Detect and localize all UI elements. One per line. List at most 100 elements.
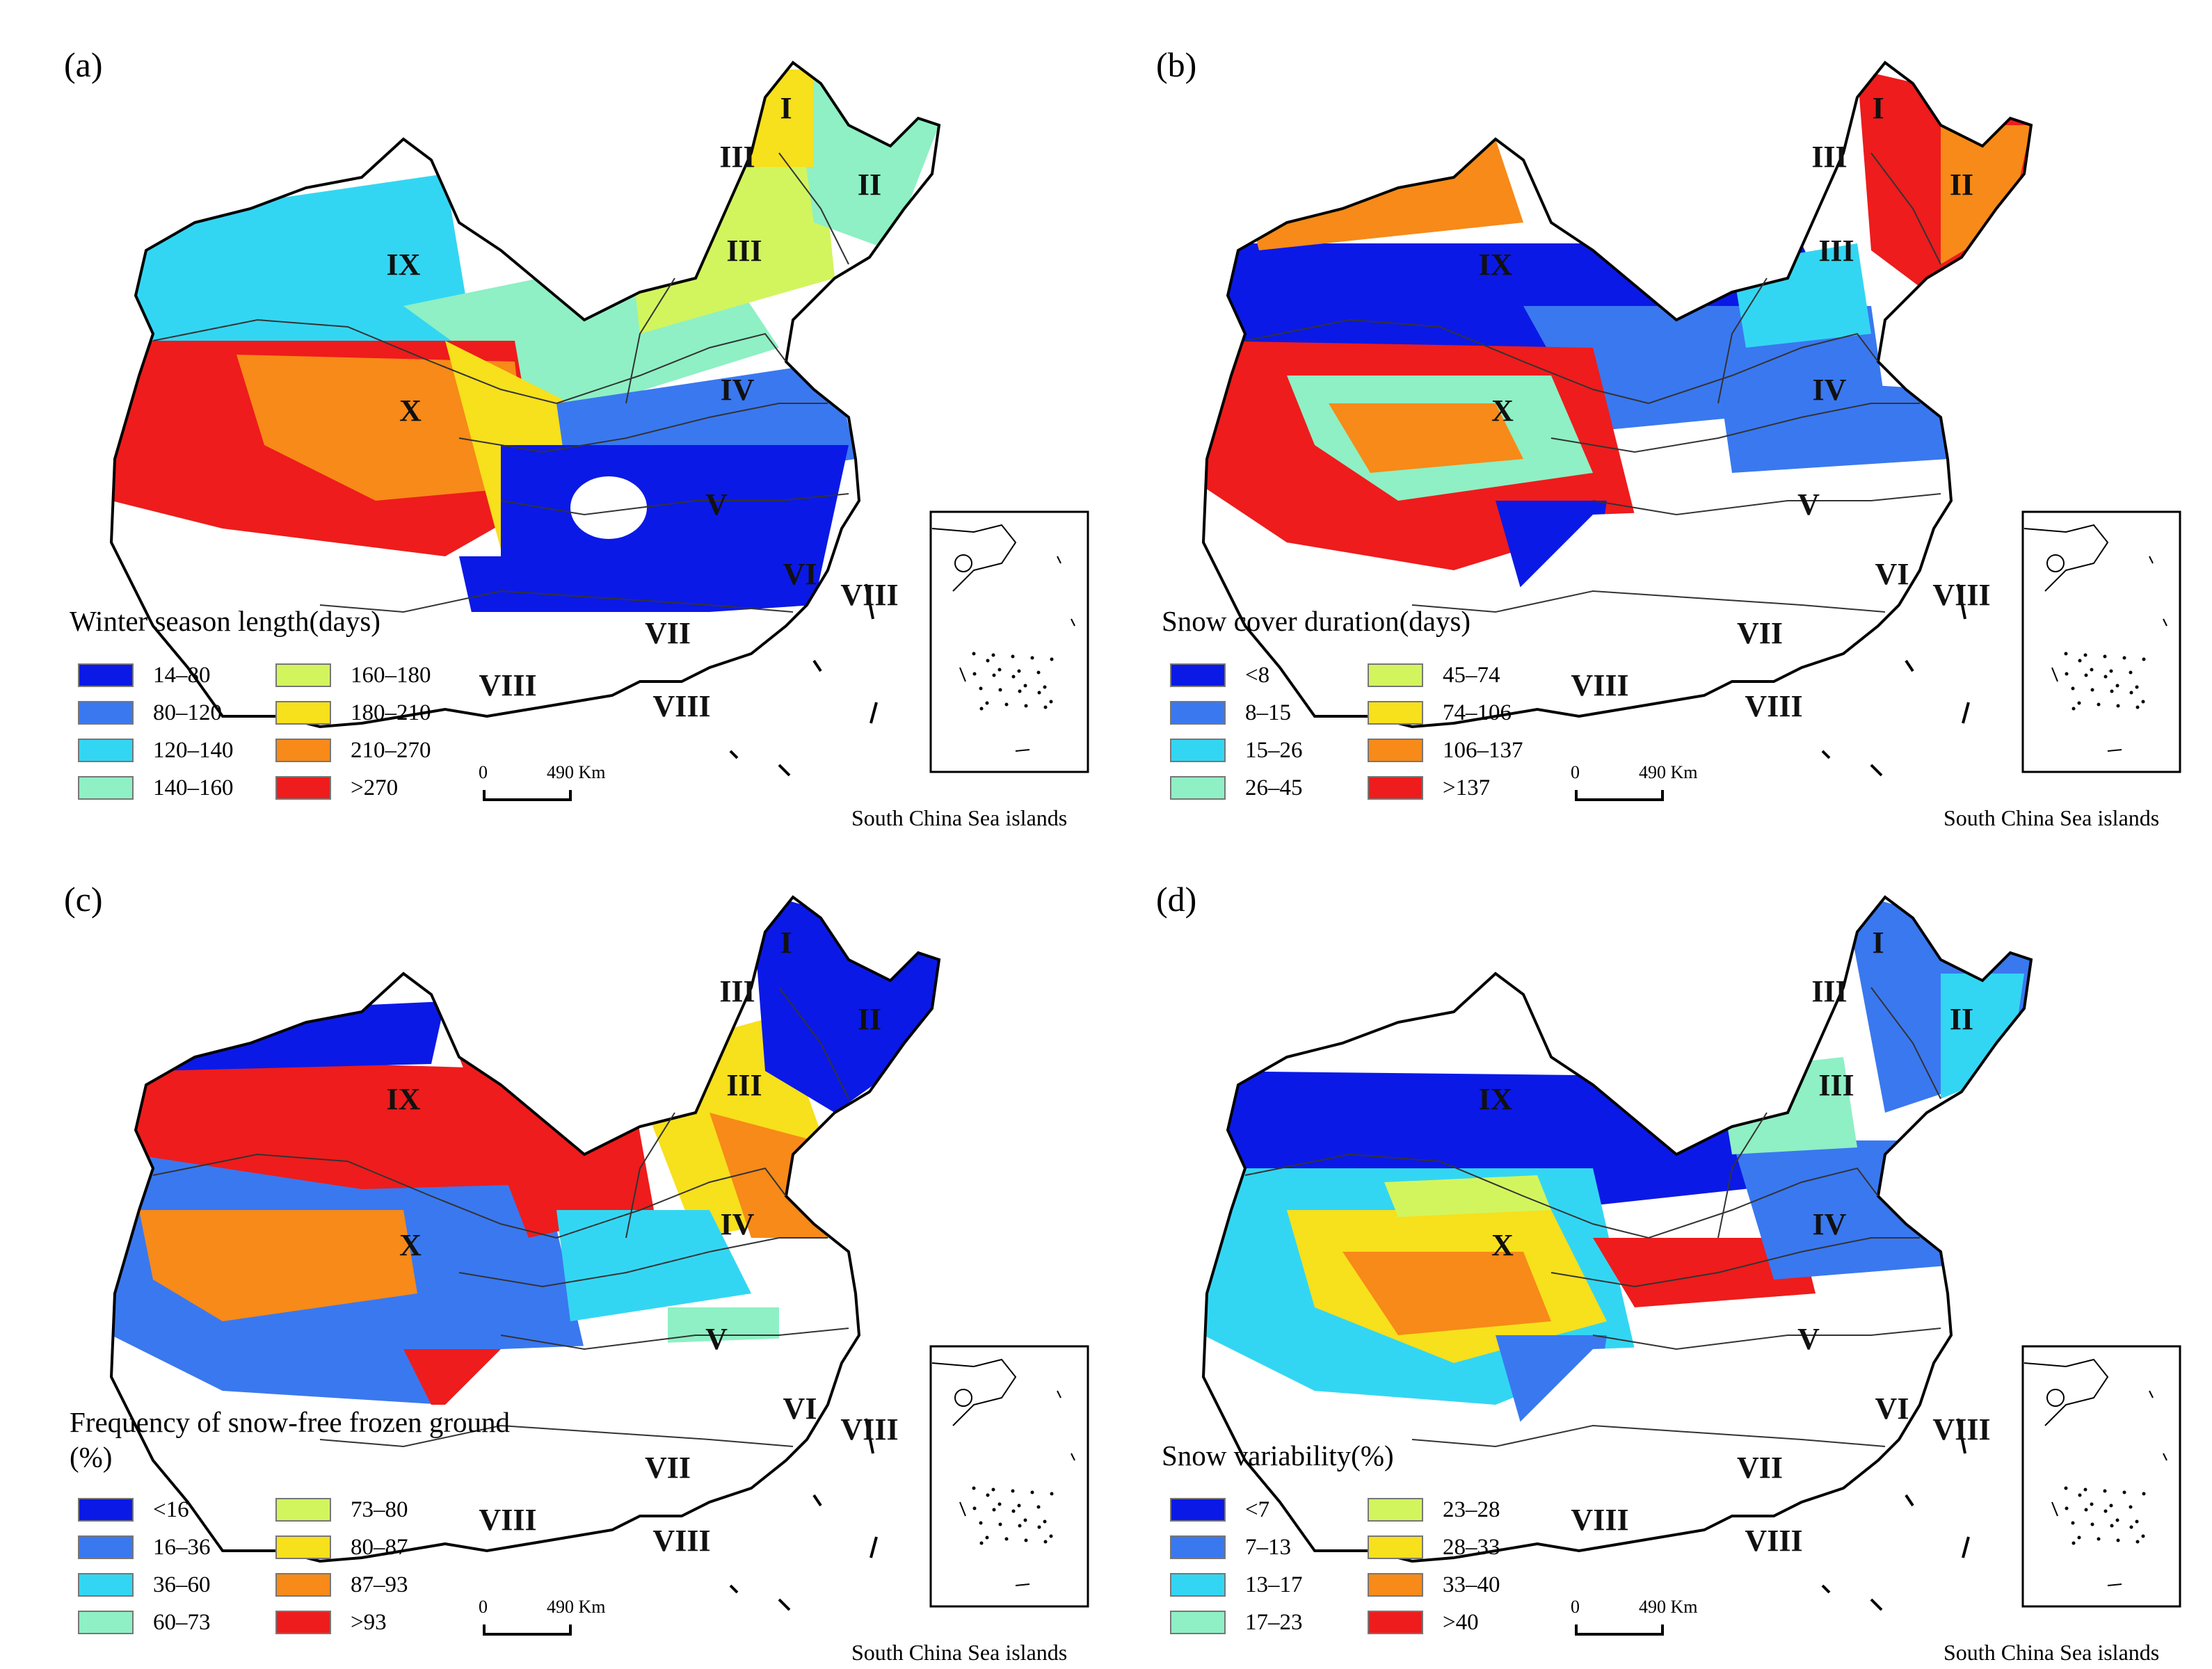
colour-field-106–137: [1941, 125, 2031, 264]
legend-swatch: [1170, 663, 1226, 687]
legend-swatch: [78, 776, 134, 800]
legend-label: >40: [1443, 1610, 1479, 1635]
legend-swatch: [78, 1535, 134, 1559]
legend-label: 73–80: [351, 1497, 408, 1522]
island-dot: [1043, 1519, 1047, 1524]
sichuan-basin-gap: [570, 476, 647, 539]
region-label: VII: [1737, 616, 1783, 650]
scale-bar: 0 490 Km: [479, 1597, 652, 1645]
legend-swatch: [1368, 1611, 1423, 1634]
legend-label: 17–23: [1245, 1610, 1303, 1635]
colour-field-87–93: [139, 1210, 417, 1321]
region-label: I: [1872, 926, 1884, 960]
island-dot: [2129, 691, 2133, 695]
region-label: III: [1811, 974, 1847, 1008]
region-label: VIII: [840, 578, 898, 612]
map-panel-d: I II III III IV V VI VII VIII VIII VIII IX X (d) Sno…: [1106, 848, 2191, 1669]
inset-label: South China Sea islands: [1943, 1640, 2160, 1665]
region-label: X: [1491, 394, 1514, 428]
legend-label: 7–13: [1245, 1535, 1291, 1560]
island-dot: [2097, 702, 2101, 707]
island-dot: [2083, 1487, 2087, 1492]
region-label: VII: [645, 616, 691, 650]
island-dot: [2065, 672, 2069, 676]
island-dot: [1004, 702, 1009, 707]
no-snow-zone: [1315, 1335, 1955, 1561]
legend-label: >93: [351, 1610, 387, 1635]
map-panel-c: I II III III IV V VI VII VIII VIII VIII IX X (c) Fre…: [14, 848, 1099, 1669]
region-label: II: [1950, 1002, 1973, 1036]
region-label: VIII: [1571, 668, 1628, 702]
scale-bar: 0 490 Km: [1571, 1597, 1745, 1645]
legend-label: 80–87: [351, 1535, 408, 1560]
legend-label: 8–15: [1245, 700, 1291, 725]
legend-swatch: [275, 1611, 331, 1634]
colour-field-14–80: [459, 556, 612, 619]
region-label: IV: [721, 1207, 755, 1241]
island-dot: [1004, 1537, 1009, 1541]
country-boundary: [1201, 895, 2033, 1563]
island-dot: [2109, 669, 2113, 673]
island-dot: [1050, 657, 1054, 661]
legend-swatch: [1368, 663, 1423, 687]
island-dot: [2122, 656, 2126, 660]
island-dot: [2103, 654, 2107, 659]
scale-distance-label: 490 Km: [547, 1597, 606, 1617]
island-dot: [2109, 1503, 2113, 1508]
no-snow-zone: [223, 1335, 863, 1561]
legend: <16 16–36 36–60 60–73 73–80 80–87 87–93 >93: [78, 1495, 509, 1648]
region-label: VIII: [840, 1412, 898, 1446]
colour-field-210–270: [237, 355, 529, 501]
colour-field-23–28: [1384, 1175, 1551, 1217]
legend: <7 7–13 13–17 17–23 23–28 28–33 33–40 >40: [1170, 1495, 1601, 1648]
island-dot: [986, 659, 990, 663]
region-label: VIII: [1745, 1524, 1802, 1558]
legend-swatch: [275, 776, 331, 800]
legend-label: 13–17: [1245, 1572, 1303, 1597]
region-label: VIII: [652, 1524, 710, 1558]
island-dot: [992, 673, 996, 677]
island-dot: [992, 1508, 996, 1512]
region-label: VIII: [479, 668, 536, 702]
legend-swatch: [275, 1573, 331, 1597]
legend-label: 80–120: [153, 700, 222, 725]
island-dot: [986, 1493, 990, 1497]
legend-label: 210–270: [351, 738, 431, 763]
scale-zero-label: 0: [1571, 762, 1580, 782]
region-label: IX: [1479, 1082, 1513, 1116]
region-label: III: [719, 974, 755, 1008]
island-dot: [1018, 1524, 1022, 1528]
legend-label: 120–140: [153, 738, 234, 763]
island-dot: [2129, 1525, 2133, 1529]
island-dot: [2084, 673, 2088, 677]
island-dot: [2135, 705, 2140, 709]
south-china-sea-inset: [929, 510, 1089, 773]
colour-field-<16: [751, 897, 939, 1113]
region-label: VI: [1875, 557, 1909, 591]
legend-label: 14–80: [153, 663, 211, 688]
legend-swatch: [78, 1498, 134, 1522]
region-label: IX: [1479, 248, 1513, 282]
region-label: I: [1872, 91, 1884, 125]
island-dot: [2129, 1505, 2133, 1509]
island-dot: [2116, 704, 2120, 708]
colour-field-160–180: [626, 139, 835, 334]
island-dot: [1043, 685, 1047, 689]
island-dot: [2071, 1521, 2075, 1525]
legend-title: Frequency of snow-free frozen ground (%): [70, 1406, 510, 1473]
island-dot: [2141, 700, 2145, 704]
island-dot: [2071, 1541, 2076, 1545]
region-label: III: [1818, 1068, 1854, 1102]
island-dot: [2141, 1534, 2145, 1538]
region-label: VI: [783, 557, 817, 591]
legend-title: Snow cover duration(days): [1162, 605, 1471, 637]
island-dot: [972, 1506, 977, 1510]
island-dot: [1017, 669, 1021, 673]
island-dot: [2084, 1508, 2088, 1512]
legend-swatch: [1368, 739, 1423, 762]
region-label: VI: [1875, 1392, 1909, 1426]
coastal-islands: [729, 1418, 878, 1611]
island-dot: [2090, 1522, 2094, 1526]
